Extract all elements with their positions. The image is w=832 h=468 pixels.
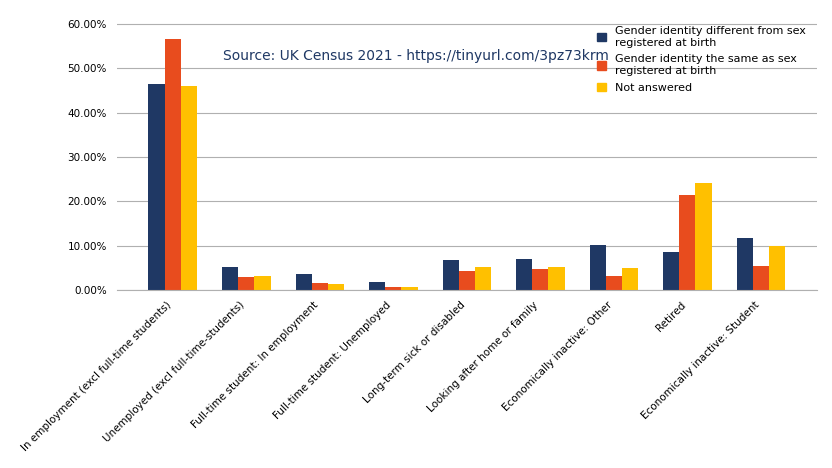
Bar [401,287,418,290]
Bar [222,267,238,290]
Bar [679,195,696,290]
Bar [736,238,753,290]
Bar [548,266,565,290]
Bar [516,259,532,290]
Legend: Gender identity different from sex
registered at birth, Gender identity the same: Gender identity different from sex regis… [592,21,811,98]
Bar [753,266,769,290]
Bar [458,271,475,290]
Bar [769,246,785,290]
Bar [475,266,491,290]
Text: Source: UK Census 2021 - https://tinyurl.com/3pz73krm: Source: UK Census 2021 - https://tinyurl… [223,49,609,63]
Bar [663,252,679,290]
Bar [385,287,401,290]
Bar [148,84,165,290]
Bar [312,283,328,290]
Bar [369,283,385,290]
Bar [255,276,270,290]
Bar [606,276,622,290]
Bar [165,39,181,290]
Bar [590,245,606,290]
Bar [238,277,255,290]
Bar [328,284,344,290]
Bar [696,183,711,290]
Bar [532,269,548,290]
Bar [181,86,197,290]
Bar [443,260,458,290]
Bar [622,268,638,290]
Bar [295,275,312,290]
